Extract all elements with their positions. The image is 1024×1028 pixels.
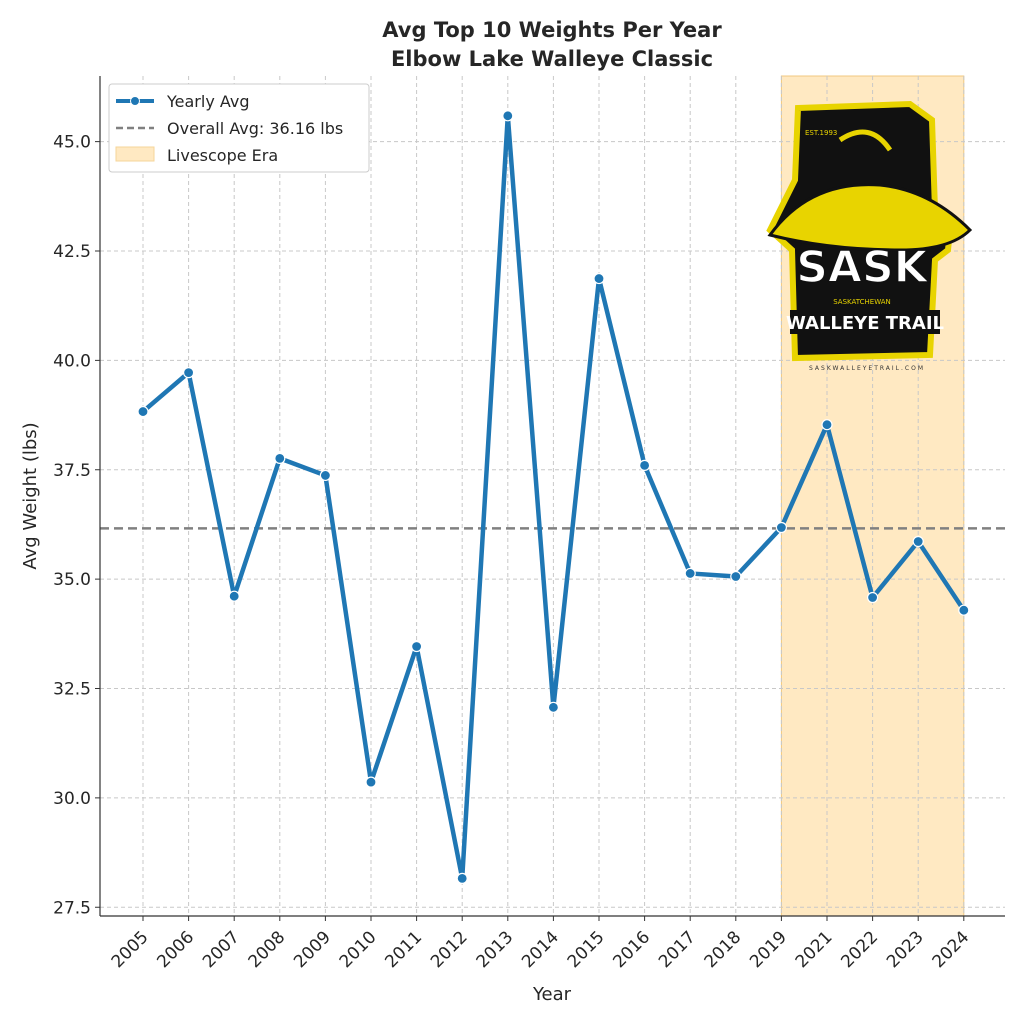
x-tick-label: 2013 [473,927,518,972]
data-point-2023 [912,535,924,548]
data-point-2018 [730,570,742,583]
logo-trail: WALLEYE TRAIL [786,313,944,334]
x-tick-label: 2022 [837,927,882,972]
data-point-2021 [821,419,833,431]
data-point-2011 [411,640,423,653]
x-tick-label: 2019 [746,927,791,972]
x-tick-label: 2010 [336,927,381,972]
legend-overall-avg: Overall Avg: 36.16 lbs [167,119,343,138]
x-tick-label: 2007 [199,927,244,972]
x-tick-label: 2024 [929,927,974,972]
x-tick-label: 2015 [564,927,609,972]
data-point-2009 [319,469,331,482]
data-point-2006 [183,367,195,379]
y-tick-label: 45.0 [53,133,91,153]
legend-livescope: Livescope Era [167,146,278,165]
x-tick-label: 2005 [108,927,153,972]
x-tick-label: 2011 [381,927,426,972]
logo-sub: SASKATCHEWAN [833,298,891,306]
legend-yearly-avg: Yearly Avg [166,92,250,111]
y-tick-label: 35.0 [53,570,91,590]
data-point-2012 [456,872,468,884]
logo-name: SASK [796,242,929,293]
y-tick-label: 27.5 [53,898,91,918]
data-point-2010 [365,776,377,788]
x-tick-label: 2009 [290,927,335,972]
data-point-2014 [547,701,560,713]
logo-est: EST.1993 [805,129,837,137]
chart-title: Avg Top 10 Weights Per Year [382,18,722,42]
data-point-2008 [274,452,286,464]
data-point-2017 [684,567,696,580]
legend: Yearly Avg Overall Avg: 36.16 lbs Livesc… [108,83,370,173]
data-point-2013 [502,110,514,122]
y-tick-label: 42.5 [53,242,91,262]
data-point-2005 [137,405,149,418]
y-tick-label: 30.0 [53,789,91,809]
data-point-2022 [866,591,879,604]
y-tick-label: 32.5 [53,680,91,700]
x-tick-label: 2018 [701,927,746,972]
y-axis-label: Avg Weight (lbs) [20,422,41,569]
x-tick-label: 2023 [883,927,928,972]
x-axis-label: Year [532,984,572,1005]
x-tick-label: 2021 [792,927,837,972]
x-tick-label: 2006 [153,927,198,972]
data-point-2015 [593,272,605,285]
x-tick-label: 2014 [518,927,563,972]
x-tick-label: 2017 [655,927,700,972]
data-point-2024 [958,604,970,616]
y-tick-label: 40.0 [53,351,91,371]
data-point-2016 [638,459,651,471]
y-tick-label: 37.5 [53,461,91,481]
logo-url: SASKWALLEYETRAIL.COM [809,365,925,372]
x-tick-label: 2012 [427,927,472,972]
data-point-2007 [228,590,240,602]
sask-walleye-trail-logo: EST.1993 SASK SASKATCHEWAN WALLEYE TRAIL… [766,100,973,372]
data-point-2019 [775,521,788,534]
x-tick-label: 2016 [609,927,654,972]
x-tick-label: 2008 [245,927,290,972]
chart-subtitle: Elbow Lake Walleye Classic [391,47,713,71]
